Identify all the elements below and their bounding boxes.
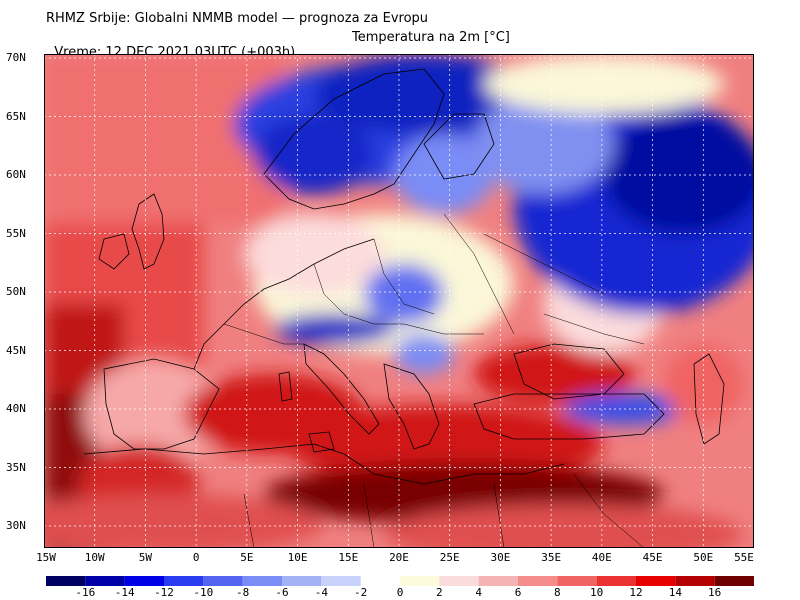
colorbar [46,576,754,586]
latitude-label: 35N [6,460,26,474]
colorbar-swatch [242,576,282,586]
colorbar-swatch [400,576,440,586]
colorbar-label: 12 [629,586,643,599]
colorbar-swatch [439,576,479,586]
colorbar-swatch [203,576,243,586]
colorbar-label: -2 [354,586,368,599]
longitude-label: 10E [287,551,308,564]
colorbar-label: -10 [193,586,214,599]
longitude-label: 0 [192,551,200,564]
coastlines [83,68,725,548]
colorbar-swatch [164,576,204,586]
colorbar-swatch [557,576,597,586]
longitude-label: 15E [338,551,359,564]
colorbar-label: -16 [75,586,96,599]
colorbar-label: 4 [475,586,482,599]
latitude-label: 70N [6,51,26,64]
colorbar-swatch [124,576,164,586]
colorbar-label: 8 [554,586,561,599]
colorbar-swatch [85,576,125,586]
colorbar-label: 16 [708,586,722,599]
map-title: RHMZ Srbije: Globalni NMMB model — progn… [46,11,429,26]
colorbar-label: 14 [668,586,682,599]
colorbar-swatch [321,576,361,586]
longitude-label: 40E [591,551,612,564]
graticule [44,54,754,548]
colorbar-swatch [518,576,558,586]
latitude-label: 60N [6,168,26,181]
colorbar-label: 0 [396,586,404,599]
longitude-label: 55E [734,551,754,564]
longitude-label: 20E [389,551,409,564]
colorbar-label: -8 [236,586,250,599]
temperature-shading [44,54,754,548]
longitude-label: 30E [490,551,511,564]
longitude-label: 35E [541,551,562,564]
colorbar-label: -4 [314,586,328,599]
longitude-label: 50E [693,551,714,564]
latitude-label: 45N [6,343,26,357]
longitude-label: 5E [240,551,254,564]
latitude-label: 50N [6,285,26,298]
colorbar-swatch [675,576,715,586]
latitude-label: 40N [6,402,26,415]
variable-label: Temperatura na 2m [°C] [352,30,510,45]
colorbar-swatch [596,576,636,586]
latitude-label: 55N [6,226,26,240]
map-frame [44,54,754,548]
colorbar-label: -6 [275,586,289,599]
colorbar-swatch [478,576,518,586]
colorbar-label: -12 [154,586,174,599]
map-canvas [44,54,754,548]
colorbar-swatch [282,576,322,586]
latitude-label: 30N [6,519,26,532]
colorbar-label: 2 [436,586,443,599]
longitude-label: 25E [439,551,460,564]
colorbar-swatch [46,576,86,586]
longitude-label: 10W [84,551,105,564]
colorbar-swatch [636,576,676,586]
colorbar-label: 10 [590,586,604,599]
colorbar-swatch [714,576,754,586]
longitude-label: 5W [138,551,153,564]
temperature-map [44,54,754,548]
longitude-label: 45E [642,551,663,564]
latitude-label: 65N [6,109,26,123]
colorbar-label: 6 [514,586,522,599]
longitude-label: 15W [36,551,56,564]
colorbar-label: -14 [114,586,135,599]
